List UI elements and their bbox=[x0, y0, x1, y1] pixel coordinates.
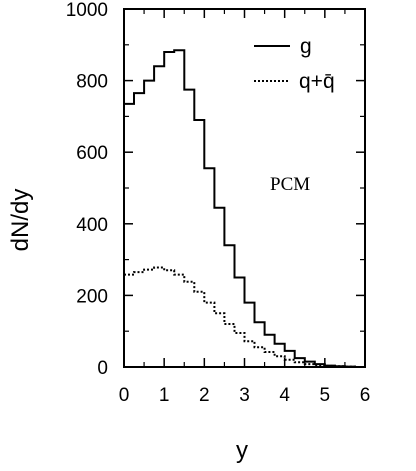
series-g-line bbox=[124, 49, 365, 368]
y-tick-label: 600 bbox=[76, 143, 108, 164]
x-tick-label: 0 bbox=[119, 385, 130, 406]
y-tick-label: 200 bbox=[76, 286, 108, 307]
y-axis-ticks: 0 200 400 600 800 1000 bbox=[66, 0, 365, 379]
x-tick-label: 1 bbox=[159, 385, 170, 406]
x-axis-ticks: 0 1 2 3 4 5 6 bbox=[119, 9, 371, 406]
x-tick-label: 3 bbox=[239, 385, 250, 406]
legend: g q+q̄ bbox=[254, 35, 335, 93]
y-tick-label: 400 bbox=[76, 215, 108, 236]
series-layer bbox=[124, 49, 365, 368]
y-tick-label: 1000 bbox=[66, 0, 108, 21]
y-axis-title: dN/dy bbox=[7, 189, 34, 252]
y-tick-label: 0 bbox=[97, 358, 108, 379]
x-tick-label: 6 bbox=[360, 385, 371, 406]
pcm-annotation: PCM bbox=[270, 174, 310, 195]
plot-border bbox=[123, 8, 366, 368]
y-tick-label: 800 bbox=[76, 72, 108, 93]
x-tick-label: 4 bbox=[279, 385, 290, 406]
x-tick-label: 5 bbox=[320, 385, 331, 406]
legend-label-g: g bbox=[300, 35, 312, 58]
x-tick-label: 2 bbox=[199, 385, 210, 406]
legend-label-qqbar: q+q̄ bbox=[299, 70, 335, 93]
series-qqbar-line bbox=[124, 266, 365, 368]
plot-frame bbox=[123, 8, 366, 368]
x-axis-title: y bbox=[236, 437, 248, 464]
